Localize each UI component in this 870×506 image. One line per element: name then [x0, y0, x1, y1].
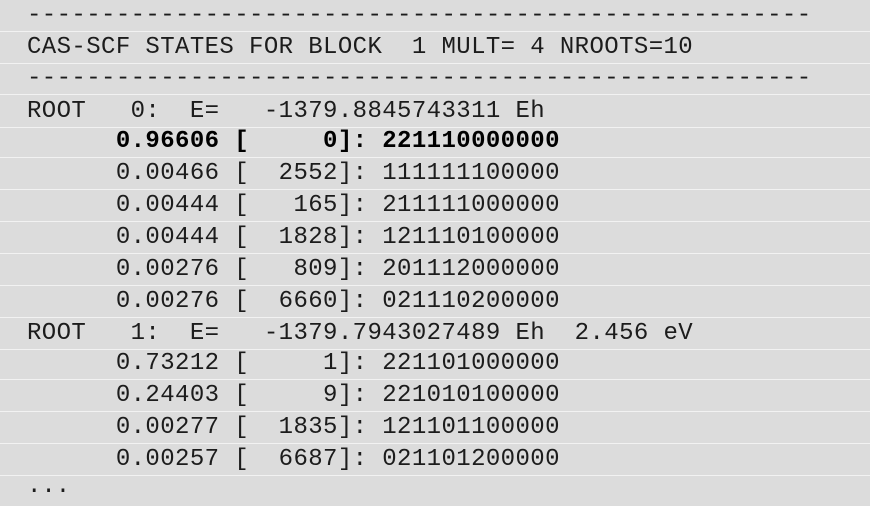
separator-bottom: ----------------------------------------…: [27, 65, 812, 92]
root-0-header: ROOT 0: E= -1379.8845743311 Eh: [27, 98, 546, 125]
config-line: 0.00444 [ 165]: 211111000000: [27, 192, 560, 219]
text-line: 0.00276 [ 6660]: 021110200000: [0, 286, 870, 318]
text-line: 0.96606 [ 0]: 221110000000: [0, 126, 870, 158]
block-header: CAS-SCF STATES FOR BLOCK 1 MULT= 4 NROOT…: [27, 34, 694, 61]
config-line: 0.00466 [ 2552]: 111111100000: [27, 160, 560, 187]
text-line: 0.00444 [ 165]: 211111000000: [0, 190, 870, 222]
text-line: CAS-SCF STATES FOR BLOCK 1 MULT= 4 NROOT…: [0, 32, 870, 64]
config-line: 0.00277 [ 1835]: 121101100000: [27, 414, 560, 441]
text-line: ROOT 0: E= -1379.8845743311 Eh: [0, 96, 870, 128]
text-line: 0.73212 [ 1]: 221101000000: [0, 348, 870, 380]
config-line: 0.00257 [ 6687]: 021101200000: [27, 446, 560, 473]
text-line: 0.00466 [ 2552]: 111111100000: [0, 158, 870, 190]
text-line: 0.00257 [ 6687]: 021101200000: [0, 444, 870, 476]
text-line: 0.00444 [ 1828]: 121110100000: [0, 222, 870, 254]
config-line-highlighted: 0.96606 [ 0]: 221110000000: [27, 128, 560, 155]
text-line: ----------------------------------------…: [0, 63, 870, 95]
config-line: 0.00276 [ 6660]: 021110200000: [27, 288, 560, 315]
ellipsis: ...: [27, 473, 71, 500]
config-line: 0.00276 [ 809]: 201112000000: [27, 256, 560, 283]
config-line: 0.00444 [ 1828]: 121110100000: [27, 224, 560, 251]
config-line: 0.73212 [ 1]: 221101000000: [27, 350, 560, 377]
config-line: 0.24403 [ 9]: 221010100000: [27, 382, 560, 409]
text-line: 0.00276 [ 809]: 201112000000: [0, 254, 870, 286]
root-1-header: ROOT 1: E= -1379.7943027489 Eh 2.456 eV: [27, 320, 694, 347]
text-line: 0.24403 [ 9]: 221010100000: [0, 380, 870, 412]
text-line: ROOT 1: E= -1379.7943027489 Eh 2.456 eV: [0, 318, 870, 350]
separator-top: ----------------------------------------…: [27, 2, 812, 29]
text-line: 0.00277 [ 1835]: 121101100000: [0, 412, 870, 444]
text-line: ----------------------------------------…: [0, 0, 870, 32]
